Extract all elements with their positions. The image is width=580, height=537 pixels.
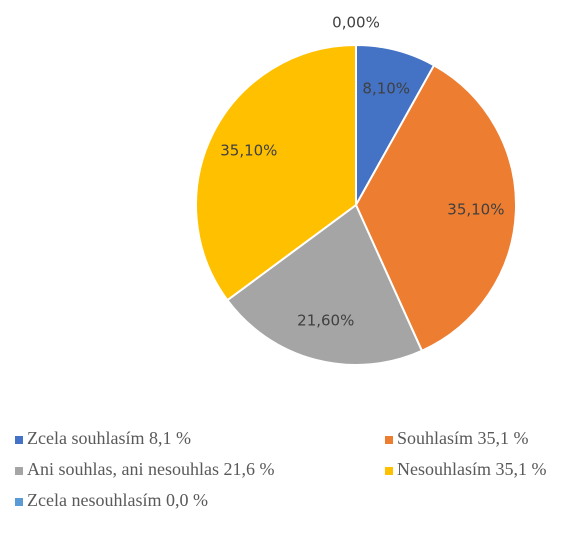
legend-marker	[15, 498, 23, 506]
legend-marker	[385, 436, 393, 444]
data-label: 21,60%	[297, 312, 354, 330]
legend-label: Zcela nesouhlasím 0,0 %	[27, 490, 208, 510]
data-label: 0,00%	[332, 14, 380, 32]
data-label: 35,10%	[447, 201, 504, 219]
legend-label: Souhlasím 35,1 %	[397, 428, 529, 448]
pie-slice	[195, 43, 357, 302]
data-label: 8,10%	[362, 79, 410, 97]
legend-label: Zcela souhlasím 8,1 %	[27, 428, 191, 448]
legend-label: Nesouhlasím 35,1 %	[397, 459, 546, 479]
data-label: 35,10%	[220, 141, 277, 159]
legend-marker	[15, 436, 23, 444]
legend-marker	[15, 467, 23, 475]
legend-marker	[385, 467, 393, 475]
pie-slice	[225, 203, 424, 366]
legend-label: Ani souhlas, ani nesouhlas 21,6 %	[27, 459, 274, 479]
pie-slice	[354, 63, 517, 353]
